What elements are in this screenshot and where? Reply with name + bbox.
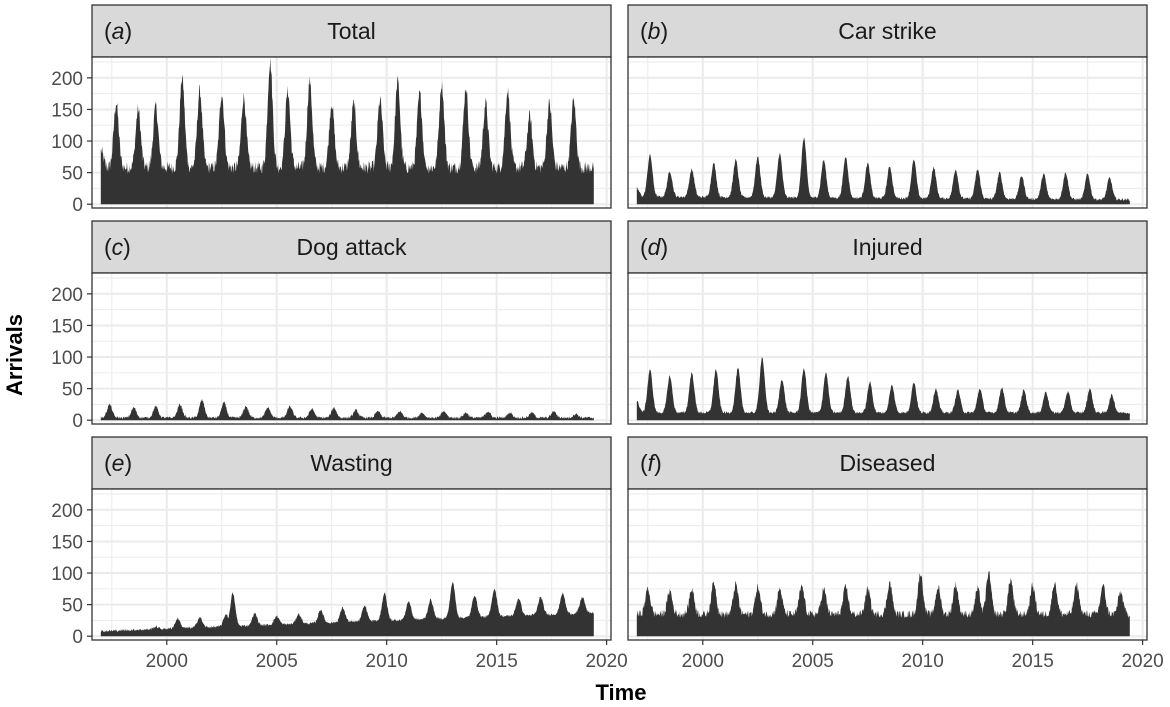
panel-title-b: Car strike xyxy=(838,18,936,44)
area-b xyxy=(636,137,1130,205)
panel-d: (d) Injured xyxy=(627,220,1148,425)
panel-a: (a) Total 0 50 100 150 200 xyxy=(51,4,612,216)
y-tick-label: 150 xyxy=(51,532,83,553)
plot-bg-c xyxy=(92,273,611,424)
panel-border-c xyxy=(91,272,612,425)
area-c xyxy=(100,399,594,421)
panel-letter-c: (c) xyxy=(104,234,131,260)
y-tick-label: 150 xyxy=(51,316,83,337)
area-f xyxy=(636,571,1130,637)
panel-letter-b: (b) xyxy=(640,18,668,44)
x-tick-label: 2015 xyxy=(476,651,518,672)
y-tick-label: 0 xyxy=(72,411,83,432)
panel-f: (f) Diseased 2000 2005 2010 2015 2020 xyxy=(627,436,1164,672)
x-axis-title: Time xyxy=(596,680,647,705)
panel-title-a: Total xyxy=(327,18,376,44)
strip-f xyxy=(627,436,1148,490)
strip-e xyxy=(91,436,612,490)
x-tick-label: 2020 xyxy=(585,651,627,672)
x-tick-label: 2020 xyxy=(1121,651,1163,672)
panel-border-a xyxy=(91,56,612,209)
y-tick-label: 100 xyxy=(51,132,83,153)
panel-border-d xyxy=(627,272,1148,425)
y-tick-label: 200 xyxy=(51,285,83,306)
panel-title-c: Dog attack xyxy=(297,234,407,260)
y-tick-label: 50 xyxy=(62,380,83,401)
grid-d xyxy=(628,273,1147,424)
strip-c xyxy=(91,220,612,274)
x-tick-label: 2000 xyxy=(146,651,188,672)
panel-title-f: Diseased xyxy=(840,450,936,476)
area-a xyxy=(100,57,594,205)
panel-letter-e: (e) xyxy=(104,450,132,476)
panel-border-e xyxy=(91,488,612,641)
y-tick-label: 150 xyxy=(51,100,83,121)
grid-c xyxy=(92,273,611,424)
strip-a xyxy=(91,4,612,58)
x-tick-label: 2015 xyxy=(1012,651,1054,672)
x-tick-label: 2010 xyxy=(902,651,944,672)
strip-d xyxy=(627,220,1148,274)
y-tick-label: 50 xyxy=(62,596,83,617)
panel-title-e: Wasting xyxy=(310,450,392,476)
panel-title-d: Injured xyxy=(852,234,922,260)
x-tick-label: 2005 xyxy=(792,651,834,672)
panel-letter-d: (d) xyxy=(640,234,668,260)
panel-letter-a: (a) xyxy=(104,18,132,44)
panel-e: (e) Wasting 0 50 100 150 200 2000 2005 2010 2015 20… xyxy=(51,436,628,672)
panel-letter-f: (f) xyxy=(640,450,662,476)
area-d xyxy=(636,356,1130,421)
y-tick-label: 200 xyxy=(51,69,83,90)
panel-c: (c) Dog attack 0 50 100 150 200 xyxy=(51,220,612,432)
y-tick-label: 50 xyxy=(62,164,83,185)
x-tick-label: 2005 xyxy=(256,651,298,672)
x-tick-label: 2010 xyxy=(366,651,408,672)
panel-border-f xyxy=(627,488,1148,641)
strip-b xyxy=(627,4,1148,58)
y-tick-label: 100 xyxy=(51,564,83,585)
area-e xyxy=(100,581,594,637)
y-tick-label: 0 xyxy=(72,195,83,216)
y-tick-label: 0 xyxy=(72,627,83,648)
x-tick-label: 2000 xyxy=(682,651,724,672)
y-tick-label: 100 xyxy=(51,348,83,369)
y-tick-label: 200 xyxy=(51,501,83,522)
panel-border-b xyxy=(627,56,1148,209)
y-axis-title: Arrivals xyxy=(2,314,27,396)
panels-layer: (a) Total 0 50 100 150 200 (b) Car strike (c) Dog … xyxy=(51,4,1164,672)
panel-b: (b) Car strike xyxy=(627,4,1148,209)
